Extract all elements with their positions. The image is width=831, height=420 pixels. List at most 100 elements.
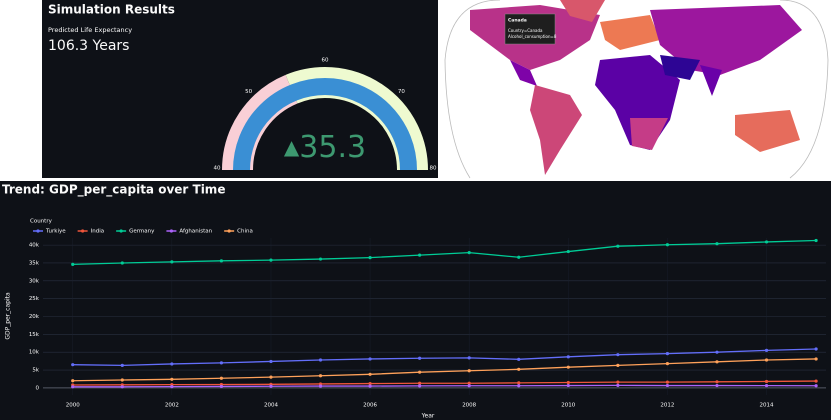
gauge: 40 50 60 70 80 ▲35.3 — [214, 58, 437, 172]
series-marker — [418, 384, 422, 388]
australia — [735, 110, 800, 152]
y-tick-label: 40k — [29, 243, 40, 249]
x-tick-label: 2000 — [66, 403, 80, 409]
series-marker — [665, 380, 670, 384]
series-marker — [665, 362, 670, 366]
x-tick-label: 2004 — [264, 403, 278, 409]
south-america — [530, 85, 582, 175]
panel-subtitle: Predicted Life Expectancy — [48, 26, 132, 34]
series-marker — [715, 383, 719, 388]
y-tick-label: 15k — [29, 332, 40, 338]
legend-label: Germany — [129, 229, 155, 235]
series-marker — [814, 379, 818, 383]
x-tick-label: 2014 — [760, 403, 774, 409]
gauge-delta: ▲35.3 — [284, 130, 366, 165]
x-tick-label: 2012 — [660, 403, 674, 409]
middle-east — [660, 55, 700, 80]
legend-label: India — [91, 229, 105, 235]
series-marker — [120, 261, 124, 265]
gauge-tick-label: 60 — [322, 58, 329, 64]
series-marker — [368, 381, 372, 386]
y-tick-label: 35k — [29, 260, 40, 266]
map-frame — [444, 0, 829, 179]
legend-label: China — [237, 229, 253, 235]
series-marker — [418, 370, 422, 374]
y-tick-label: 10k — [29, 350, 40, 356]
series-marker — [170, 377, 174, 381]
series-marker — [517, 384, 521, 388]
series-marker — [170, 362, 174, 366]
south-africa — [630, 118, 668, 150]
series-line — [72, 348, 817, 367]
series-marker — [467, 369, 471, 373]
series-marker — [269, 375, 273, 379]
central-america — [510, 60, 537, 86]
series-marker — [715, 360, 719, 364]
legend-marker — [119, 229, 123, 233]
series-marker — [764, 384, 769, 388]
series-marker — [120, 378, 124, 382]
gauge-tick-label: 70 — [398, 89, 405, 95]
series-marker — [269, 384, 273, 388]
y-tick-label: 5k — [32, 368, 39, 374]
trend-panel — [0, 181, 831, 420]
series-marker — [368, 384, 372, 388]
series-marker — [616, 383, 620, 387]
series-marker — [418, 253, 422, 257]
gauge-bar — [233, 78, 417, 171]
y-tick-label: 20k — [29, 314, 40, 320]
india — [700, 65, 722, 96]
gauge-tick-label: 40 — [214, 166, 221, 172]
tooltip-line: Alcohol_consumption=8 — [508, 34, 557, 39]
series-marker — [170, 260, 174, 264]
legend-label: Turkiye — [45, 229, 66, 235]
legend-marker — [227, 229, 231, 233]
series-marker — [219, 259, 224, 263]
greenland — [560, 0, 605, 22]
europe — [600, 15, 660, 50]
series-marker — [616, 244, 620, 248]
series-marker — [715, 380, 719, 384]
series-marker — [219, 361, 224, 365]
series-marker — [764, 240, 769, 244]
map-tooltip — [504, 13, 556, 45]
world-map: Canada Country=Canada Alcohol_consumptio… — [438, 0, 831, 179]
series-marker — [467, 356, 471, 360]
series-line — [72, 380, 817, 386]
series-marker — [665, 383, 670, 388]
legend-marker — [169, 229, 174, 233]
series-marker — [467, 381, 471, 385]
chart-title: Trend: GDP_per_capita over Time — [2, 183, 225, 198]
series-marker — [764, 379, 769, 384]
series-marker — [814, 384, 818, 388]
asia — [650, 5, 802, 75]
series-marker — [219, 384, 224, 389]
series-marker — [368, 357, 372, 361]
series-marker — [715, 350, 719, 354]
series-marker — [814, 347, 818, 351]
series-marker — [71, 262, 75, 267]
series-marker — [616, 353, 620, 357]
series-marker — [517, 381, 521, 385]
line-chart: 0 5k 10k 15k 20k 25k 30k 35k 40k 2000 2002 2004 2006… — [29, 229, 826, 409]
series-marker — [219, 376, 224, 380]
series-marker — [517, 367, 521, 371]
tooltip-line: Country=Canada — [508, 28, 543, 33]
x-axis-label: Year — [421, 413, 435, 420]
series-marker — [318, 384, 323, 388]
gauge-tick-label: 50 — [245, 89, 252, 95]
series-marker — [566, 383, 570, 388]
series-line — [72, 239, 817, 266]
series-marker — [120, 385, 124, 389]
series-line — [72, 358, 817, 382]
series-marker — [814, 357, 818, 361]
x-tick-label: 2010 — [561, 403, 575, 409]
legend-marker — [36, 229, 40, 233]
series-marker — [715, 242, 719, 246]
y-axis-label: GDP_per_capita — [5, 292, 12, 340]
series-marker — [318, 358, 323, 362]
series-marker — [566, 355, 570, 359]
series-marker — [170, 385, 174, 389]
series-marker — [665, 352, 670, 356]
series-marker — [418, 381, 422, 385]
